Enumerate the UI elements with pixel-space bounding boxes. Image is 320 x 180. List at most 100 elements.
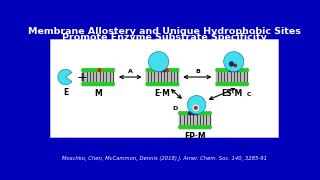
Circle shape [185,112,188,115]
Circle shape [232,82,236,85]
Circle shape [153,69,156,72]
Circle shape [182,112,185,115]
Bar [179,112,211,129]
Circle shape [92,69,95,72]
Text: ES·M: ES·M [221,89,243,98]
Circle shape [179,112,182,115]
Circle shape [245,82,248,85]
Circle shape [179,126,182,129]
Circle shape [101,82,105,85]
Circle shape [146,82,149,85]
Circle shape [236,69,239,72]
Bar [50,39,278,137]
Circle shape [202,112,205,115]
Circle shape [239,82,242,85]
Text: Membrane Allostery and Unique Hydrophobic Sites: Membrane Allostery and Unique Hydrophobi… [28,27,300,36]
Circle shape [195,126,198,129]
Text: D: D [172,105,178,111]
Text: +: + [76,71,87,84]
Text: B: B [195,69,200,74]
Circle shape [85,69,88,72]
Circle shape [239,69,242,72]
Text: E: E [63,88,68,97]
Text: Moschko, Chen, McCammon, Dennis (2018) J. Amer. Chem. Soc. 140, 3285-91: Moschko, Chen, McCammon, Dennis (2018) J… [61,156,267,161]
Circle shape [242,69,245,72]
Circle shape [224,52,244,72]
Circle shape [236,82,239,85]
Circle shape [92,82,95,85]
Circle shape [234,64,237,67]
Circle shape [169,82,172,85]
Wedge shape [58,69,72,85]
Circle shape [188,126,192,129]
Circle shape [98,82,101,85]
Text: E·M: E·M [155,89,170,98]
Circle shape [182,126,185,129]
Circle shape [148,52,169,72]
Circle shape [149,82,153,85]
Circle shape [159,69,162,72]
Text: M: M [94,89,102,98]
Circle shape [149,69,153,72]
Circle shape [172,69,175,72]
Circle shape [198,126,201,129]
Bar [146,69,179,86]
Circle shape [98,69,101,72]
Circle shape [156,82,159,85]
Circle shape [198,112,201,115]
Circle shape [226,82,229,85]
Circle shape [101,69,105,72]
Circle shape [208,126,211,129]
Circle shape [192,126,195,129]
Text: EP·M: EP·M [184,132,206,141]
Circle shape [88,69,92,72]
Circle shape [216,69,219,72]
Circle shape [188,112,192,115]
Text: A: A [128,69,133,74]
Circle shape [82,82,85,85]
Circle shape [216,82,219,85]
Circle shape [85,82,88,85]
Circle shape [153,82,156,85]
Circle shape [169,69,172,72]
Circle shape [229,82,232,85]
Bar [216,69,248,86]
Circle shape [245,69,248,72]
Text: Promote Enzyme Substrate Specificity: Promote Enzyme Substrate Specificity [61,33,267,42]
Text: C: C [247,92,252,97]
Circle shape [166,69,169,72]
Circle shape [111,69,114,72]
Circle shape [176,69,179,72]
Circle shape [108,69,111,72]
Circle shape [229,69,232,72]
Circle shape [222,82,226,85]
Circle shape [111,82,114,85]
Circle shape [192,112,195,115]
Bar [82,69,115,86]
Circle shape [195,112,198,115]
Circle shape [105,82,108,85]
Circle shape [163,82,166,85]
Circle shape [95,69,98,72]
Circle shape [108,82,111,85]
Circle shape [219,82,222,85]
Circle shape [146,69,149,72]
Circle shape [166,82,169,85]
Circle shape [229,62,234,66]
Circle shape [202,126,205,129]
Circle shape [205,126,208,129]
Circle shape [205,112,208,115]
Circle shape [82,69,85,72]
Circle shape [222,69,226,72]
Circle shape [242,82,245,85]
Circle shape [156,69,159,72]
Circle shape [232,69,236,72]
Circle shape [219,69,222,72]
Circle shape [193,105,198,111]
Circle shape [208,112,211,115]
Circle shape [226,69,229,72]
Circle shape [95,82,98,85]
Circle shape [185,126,188,129]
Circle shape [176,82,179,85]
Circle shape [105,69,108,72]
